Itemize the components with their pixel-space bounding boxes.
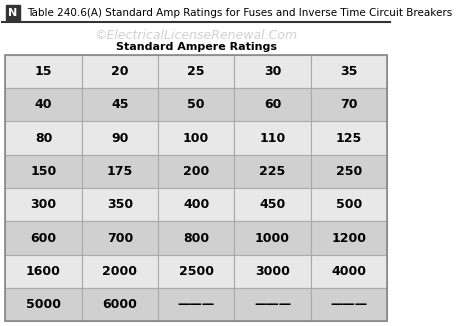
Bar <box>310 55 387 88</box>
Text: 350: 350 <box>107 198 133 211</box>
Text: 110: 110 <box>259 132 285 144</box>
Bar <box>82 88 158 121</box>
Bar <box>234 288 310 321</box>
Bar <box>5 55 82 88</box>
Bar <box>234 188 310 221</box>
Bar <box>82 221 158 255</box>
Bar <box>310 88 387 121</box>
Text: 200: 200 <box>183 165 209 178</box>
Text: 40: 40 <box>35 98 52 111</box>
Bar <box>310 221 387 255</box>
Bar <box>5 221 82 255</box>
Text: 1600: 1600 <box>26 265 61 278</box>
Bar <box>234 221 310 255</box>
Text: 2500: 2500 <box>179 265 214 278</box>
Bar <box>158 121 234 155</box>
Text: 45: 45 <box>111 98 128 111</box>
Bar <box>158 55 234 88</box>
Text: 125: 125 <box>336 132 362 144</box>
Text: 80: 80 <box>35 132 52 144</box>
Text: 2000: 2000 <box>102 265 137 278</box>
Bar <box>310 155 387 188</box>
Bar <box>158 255 234 288</box>
Text: 3000: 3000 <box>255 265 290 278</box>
Text: 450: 450 <box>259 198 285 211</box>
Text: ———: ——— <box>330 298 367 311</box>
Text: 15: 15 <box>35 65 52 78</box>
Bar <box>5 188 82 221</box>
Text: 225: 225 <box>259 165 285 178</box>
Bar <box>82 155 158 188</box>
Bar <box>5 288 82 321</box>
Bar <box>5 255 82 288</box>
Text: 70: 70 <box>340 98 357 111</box>
Text: ———: ——— <box>178 298 215 311</box>
Text: 6000: 6000 <box>102 298 137 311</box>
Text: 35: 35 <box>340 65 357 78</box>
Bar <box>310 121 387 155</box>
Bar <box>5 121 82 155</box>
Bar <box>82 121 158 155</box>
Text: Table 240.6(A) Standard Amp Ratings for Fuses and Inverse Time Circuit Breakers: Table 240.6(A) Standard Amp Ratings for … <box>27 8 452 18</box>
Text: 175: 175 <box>107 165 133 178</box>
Bar <box>234 121 310 155</box>
Text: Standard Ampere Ratings: Standard Ampere Ratings <box>116 42 277 52</box>
Bar <box>310 255 387 288</box>
Text: 250: 250 <box>336 165 362 178</box>
Text: 150: 150 <box>30 165 56 178</box>
Text: N: N <box>9 8 18 18</box>
Bar <box>5 155 82 188</box>
Bar <box>82 188 158 221</box>
Text: 700: 700 <box>107 231 133 244</box>
Bar <box>5 55 387 321</box>
Text: 300: 300 <box>30 198 56 211</box>
Text: 5000: 5000 <box>26 298 61 311</box>
Bar <box>158 88 234 121</box>
Bar <box>158 188 234 221</box>
Text: ©ElectricalLicenseRenewal.Com: ©ElectricalLicenseRenewal.Com <box>94 29 298 42</box>
Text: 30: 30 <box>264 65 281 78</box>
Bar <box>158 288 234 321</box>
Bar <box>234 155 310 188</box>
Bar <box>158 221 234 255</box>
Bar <box>82 55 158 88</box>
Bar <box>158 155 234 188</box>
Bar <box>82 255 158 288</box>
Bar <box>310 188 387 221</box>
Bar <box>82 288 158 321</box>
Text: 4000: 4000 <box>331 265 366 278</box>
Text: 500: 500 <box>336 198 362 211</box>
Text: 50: 50 <box>187 98 205 111</box>
Text: ———: ——— <box>254 298 291 311</box>
Text: 400: 400 <box>183 198 209 211</box>
Text: 20: 20 <box>111 65 128 78</box>
Text: 600: 600 <box>30 231 56 244</box>
Bar <box>5 88 82 121</box>
Text: 1000: 1000 <box>255 231 290 244</box>
Text: 60: 60 <box>264 98 281 111</box>
Bar <box>234 88 310 121</box>
Text: 25: 25 <box>187 65 205 78</box>
Text: 90: 90 <box>111 132 128 144</box>
Bar <box>310 288 387 321</box>
Bar <box>234 255 310 288</box>
Text: 100: 100 <box>183 132 209 144</box>
Bar <box>234 55 310 88</box>
Text: 800: 800 <box>183 231 209 244</box>
Text: 1200: 1200 <box>331 231 366 244</box>
